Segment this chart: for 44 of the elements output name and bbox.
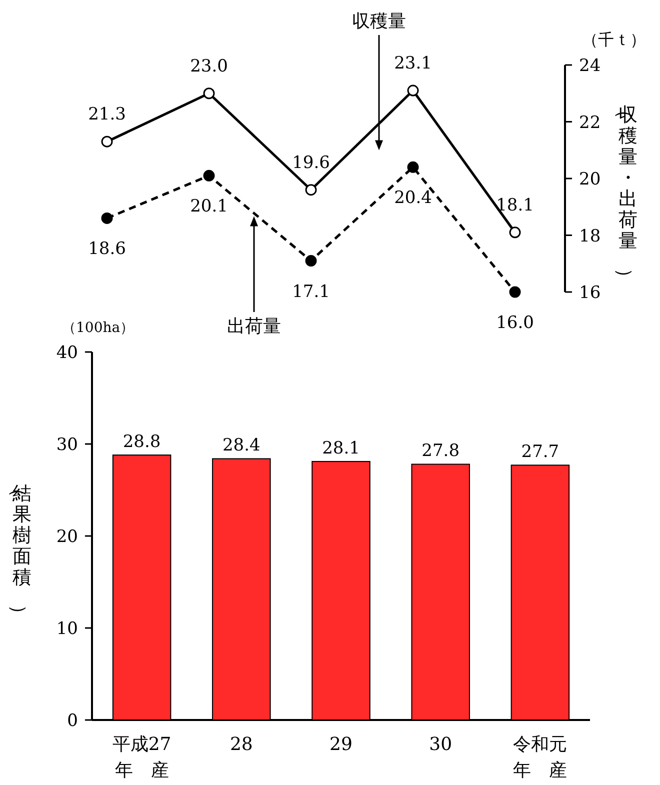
data-label: 18.6: [88, 239, 126, 260]
y-tick-label: 0: [67, 711, 78, 731]
point: [203, 170, 215, 182]
point: [305, 184, 317, 196]
y-tick-label: 20: [579, 170, 601, 190]
x-tick-label: 29: [330, 734, 352, 755]
y-tick-label: 40: [56, 343, 78, 363]
point: [407, 84, 419, 96]
y-tick-label: 30: [56, 435, 78, 455]
point: [407, 161, 419, 173]
y-tick-label: 16: [579, 283, 601, 303]
data-label: 28.8: [122, 432, 161, 452]
y-tick-label: 20: [56, 527, 78, 547]
point: [305, 255, 317, 267]
y-tick-label: 10: [56, 619, 78, 639]
data-label: 28.1: [322, 438, 360, 458]
point: [509, 226, 521, 238]
text: （100ha）: [62, 320, 134, 336]
data-label: 20.1: [190, 196, 228, 217]
data-label: 16.0: [496, 313, 534, 333]
data-label: 23.0: [190, 56, 228, 76]
data-label: 21.3: [88, 104, 126, 125]
point: [203, 88, 215, 100]
point: [509, 286, 521, 298]
data-label: 28.4: [222, 436, 260, 456]
text: 出荷量: [227, 316, 281, 337]
text: 収穫量: [352, 11, 406, 32]
y-tick-label: 18: [579, 226, 601, 246]
x-tick-label: 28: [230, 734, 253, 755]
point: [101, 212, 113, 224]
data-label: 23.1: [394, 54, 432, 74]
data-label: 27.7: [521, 442, 560, 462]
x-tick-label: 令和元年 産: [513, 734, 568, 781]
data-label: 20.4: [394, 188, 432, 208]
data-label: 17.1: [292, 282, 330, 302]
x-tick-label: 30: [429, 734, 452, 755]
point: [101, 136, 113, 148]
x-tick-label: 平成27年 産: [112, 734, 172, 781]
data-label: 19.6: [292, 152, 330, 173]
data-label: 27.8: [422, 441, 460, 462]
y-tick-label: 22: [579, 112, 601, 133]
text: （千ｔ）: [582, 30, 646, 49]
data-label: 18.1: [496, 195, 534, 216]
y-tick-label: 24: [579, 56, 601, 76]
